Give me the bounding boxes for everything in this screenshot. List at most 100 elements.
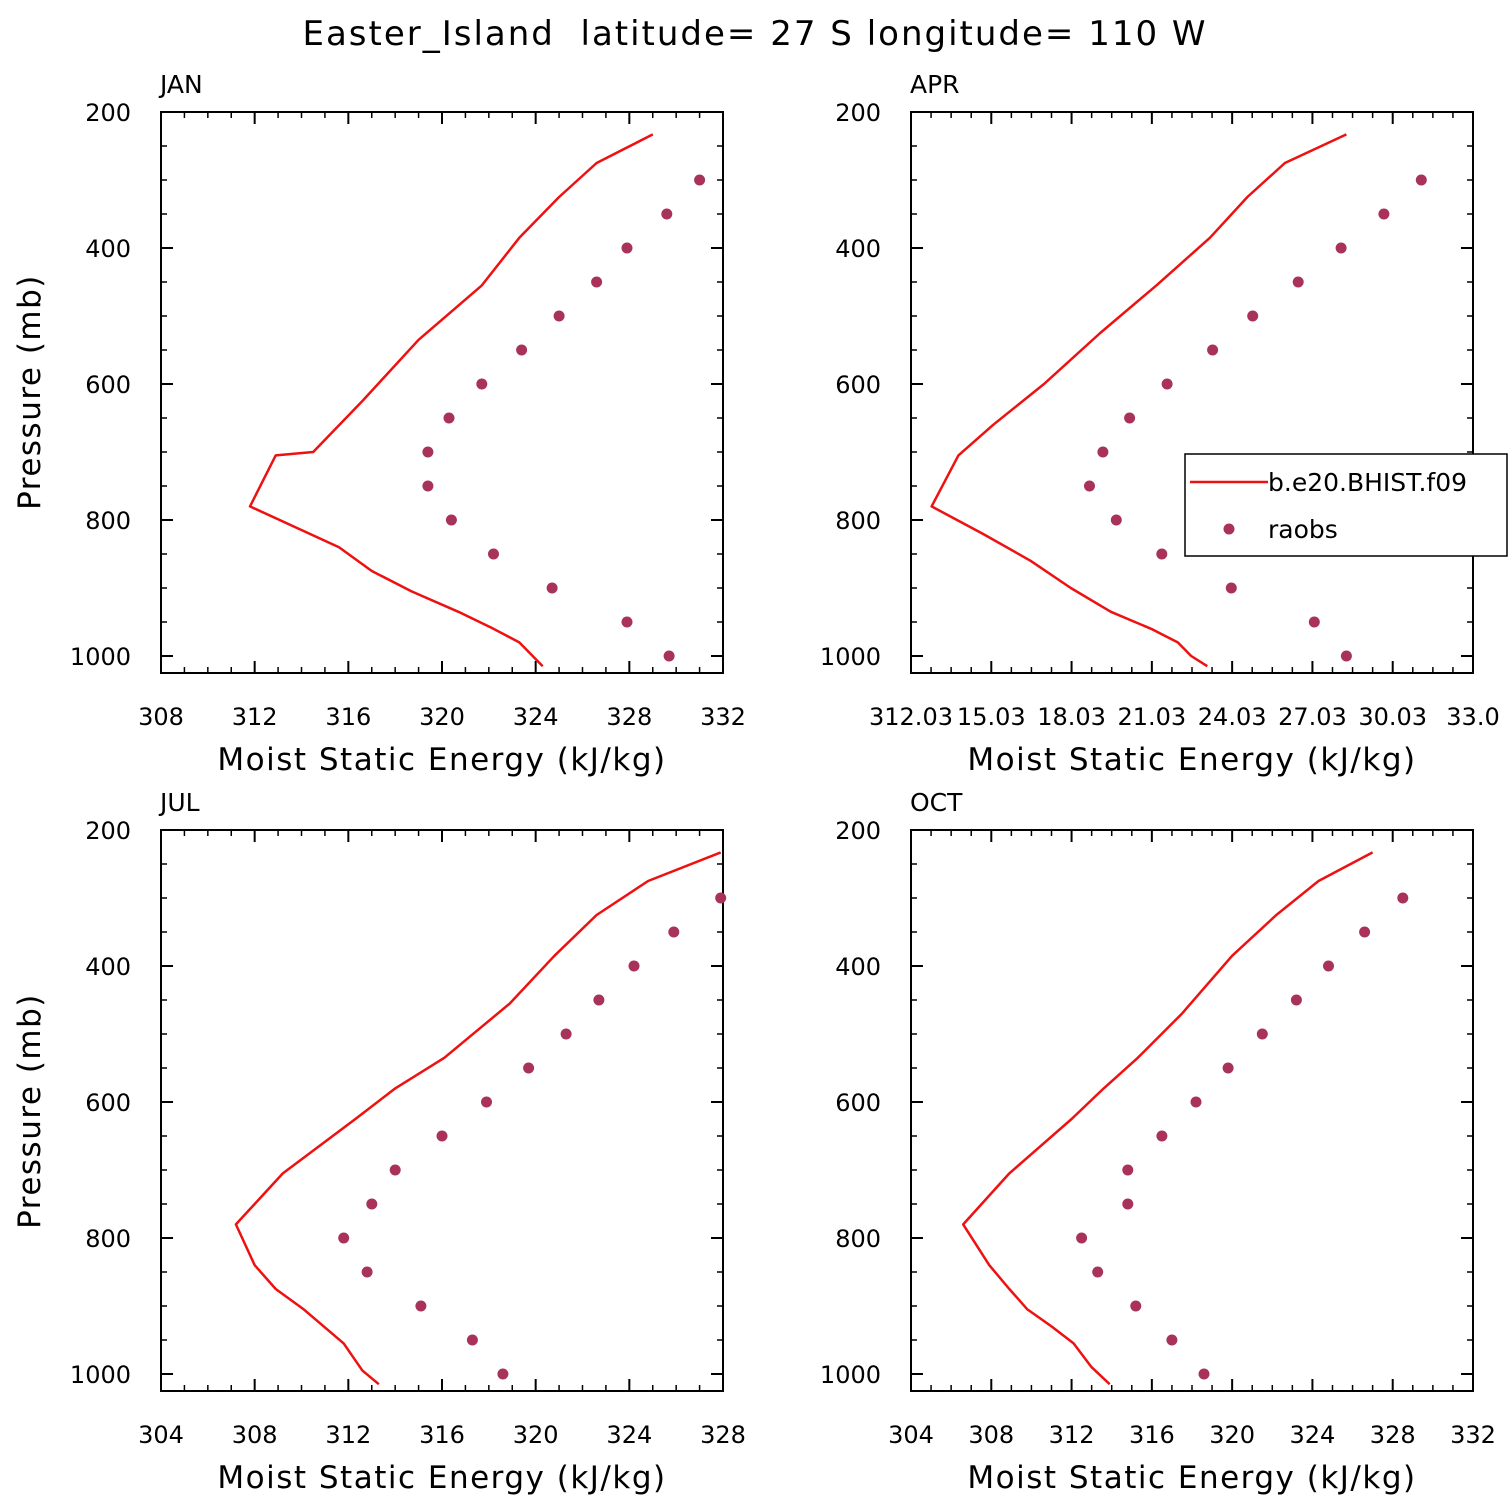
panel-jan-obs-point: [591, 276, 603, 288]
panel-oct-xtick-label: 328: [1370, 1421, 1416, 1449]
panel-jul-frame: [160, 829, 724, 1392]
panel-oct-ytick-label: 800: [835, 1225, 881, 1253]
panel-jan-ylabel: Pressure (mb): [12, 274, 48, 510]
panel-jan-ytick-label: 200: [85, 99, 131, 127]
panel-apr-xtick-label: 27.03: [1278, 703, 1347, 731]
panel-jan-ytick-label: 800: [85, 507, 131, 535]
panel-jan-xtick-label: 312: [232, 703, 278, 731]
panel-apr-obs-point: [1207, 344, 1219, 356]
panel-apr-ytick-label: 200: [835, 99, 881, 127]
panel-apr-label: APR: [910, 70, 960, 99]
legend: b.e20.BHIST.f09 raobs: [1184, 453, 1508, 557]
panel-jan-obs-point: [516, 344, 528, 356]
legend-obs-marker: [1223, 523, 1235, 535]
panel-jul-obs-point: [628, 960, 640, 972]
panel-jul-xtick-label: 316: [419, 1421, 465, 1449]
panel-jan-obs-point: [476, 378, 488, 390]
panel-apr-obs-point: [1156, 548, 1168, 560]
panel-jul-xtick-label: 328: [700, 1421, 746, 1449]
panel-apr-xtick-label: 21.03: [1117, 703, 1186, 731]
panel-apr-xlabel: Moist Static Energy (kJ/kg): [967, 742, 1416, 778]
panel-jul-ytick-label: 400: [85, 953, 131, 981]
panel-jan-xtick-label: 308: [138, 703, 184, 731]
panel-oct: 304 308 312 316 320 324 328 332 200 400 600 800 1000…: [820, 788, 1496, 1496]
panel-apr-xtick-label: 18.03: [1037, 703, 1106, 731]
panel-jan-obs-point: [621, 616, 633, 628]
panel-jan-ytick-label: 1000: [70, 643, 131, 671]
panel-oct-xtick-label: 304: [888, 1421, 934, 1449]
panel-jul-obs-point: [593, 994, 605, 1006]
panel-jul-xlabel: Moist Static Energy (kJ/kg): [217, 1460, 666, 1496]
panel-jul-obs-point: [560, 1028, 572, 1040]
panel-apr-ytick-label: 800: [835, 507, 881, 535]
panel-jan-obs-point: [422, 446, 434, 458]
panel-jul-ytick-label: 200: [85, 817, 131, 845]
panel-jan-obs-point: [621, 242, 633, 254]
panel-jul-obs-point: [415, 1300, 427, 1312]
panel-jan-obs-point: [553, 310, 565, 322]
panel-jan-xtick-label: 320: [419, 703, 465, 731]
panel-oct-xtick-label: 316: [1129, 1421, 1175, 1449]
panel-oct-obs-point: [1397, 892, 1409, 904]
panel-apr-obs-point: [1415, 174, 1427, 186]
panel-jul-obs-point: [389, 1164, 401, 1176]
panel-jul-model-line: [234, 851, 722, 1386]
panel-jul-ytick-label: 600: [85, 1089, 131, 1117]
panel-oct-obs-point: [1222, 1062, 1234, 1074]
panel-oct-obs-point: [1359, 926, 1371, 938]
panel-jul-obs-point: [481, 1096, 492, 1108]
panel-jan-ytick-label: 600: [85, 371, 131, 399]
panel-jul-xtick-label: 304: [138, 1421, 184, 1449]
panel-apr-obs-point: [1308, 616, 1320, 628]
panel-jan-ytick-label: 400: [85, 235, 131, 263]
panel-jul: 304 308 312 316 320 324 328 200 400 600 800 1000 JU…: [12, 788, 746, 1496]
panel-jan-obs-point: [488, 548, 499, 560]
panel-jan-obs-point: [661, 208, 673, 220]
panel-jul-obs-point: [436, 1130, 448, 1142]
panel-jul-xtick-label: 308: [232, 1421, 278, 1449]
panel-jan: 308 312 316 320 324 328 332 200 400 600 800 1000 JA…: [12, 70, 746, 778]
panel-apr-obs-point: [1247, 310, 1259, 322]
panel-oct-xtick-label: 324: [1290, 1421, 1336, 1449]
panel-oct-xtick-label: 312: [1049, 1421, 1095, 1449]
panel-jan-obs-point: [546, 582, 558, 594]
panel-apr-obs-point: [1110, 514, 1122, 526]
panel-jan-obs-point: [445, 514, 457, 526]
panel-jul-ylabel: Pressure (mb): [12, 993, 48, 1229]
figure-title: Easter_Island latitude= 27 S longitude= …: [302, 14, 1207, 54]
panel-apr-obs-point: [1084, 480, 1095, 492]
panel-jul-label: JUL: [158, 788, 200, 817]
panel-apr-ytick-label: 600: [835, 371, 881, 399]
panel-jan-model-line: [248, 133, 654, 668]
panel-apr-obs-point: [1124, 412, 1136, 424]
panel-apr-ytick-label: 400: [835, 235, 881, 263]
legend-obs-label: raobs: [1268, 515, 1338, 544]
panel-jul-xtick-label: 312: [325, 1421, 371, 1449]
panel-oct-obs-point: [1156, 1130, 1168, 1142]
panel-apr-xtick-label: 24.03: [1198, 703, 1267, 731]
panel-jul-obs-point: [366, 1198, 378, 1210]
panel-apr-frame: [910, 111, 1474, 674]
panel-oct-xtick-label: 320: [1209, 1421, 1255, 1449]
panel-oct-frame: [910, 829, 1474, 1392]
panel-oct-obs-point: [1190, 1096, 1202, 1108]
panel-apr-xtick-label: 312.03: [869, 703, 953, 731]
panel-oct-ytick-label: 600: [835, 1089, 881, 1117]
panel-jan-xtick-label: 328: [606, 703, 652, 731]
panel-jul-xtick-label: 324: [606, 1421, 652, 1449]
panel-oct-ytick-label: 200: [835, 817, 881, 845]
panel-oct-obs-point: [1076, 1232, 1088, 1244]
panel-jul-obs-point: [668, 926, 680, 938]
legend-model-label: b.e20.BHIST.f09: [1268, 468, 1467, 497]
panel-apr-obs-point: [1378, 208, 1390, 220]
panel-jan-obs-point: [663, 650, 675, 662]
panel-oct-obs-point: [1166, 1334, 1178, 1346]
panel-jan-obs-point: [443, 412, 455, 424]
panel-jul-obs-point: [338, 1232, 350, 1244]
panel-apr-obs-point: [1335, 242, 1347, 254]
panel-jan-label: JAN: [158, 70, 203, 99]
panel-oct-obs-point: [1122, 1164, 1134, 1176]
panel-apr-plot: 312.03 15.03 18.03 21.03 24.03 27.03 30.03 33.0…: [820, 99, 1500, 731]
panel-oct-plot: 304 308 312 316 320 324 328 332 200 400 600 800 1000: [820, 817, 1496, 1449]
